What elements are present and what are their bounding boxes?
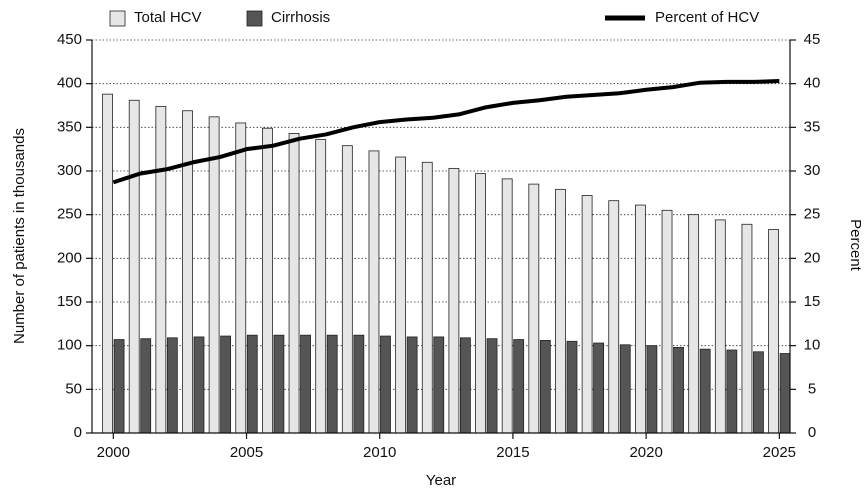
y2-tick-label: 15: [804, 293, 821, 310]
bar: [539, 340, 551, 434]
bar: [486, 338, 498, 434]
x-tick-label: 2015: [496, 444, 529, 461]
bar: [140, 338, 152, 434]
bar: [448, 167, 460, 434]
bar: [182, 110, 193, 434]
x-tick-label: 2000: [97, 444, 130, 461]
y2-tick-label: 45: [804, 31, 821, 48]
x-tick-label: 2020: [629, 444, 662, 461]
bar: [699, 348, 711, 434]
bar: [475, 173, 486, 434]
bar: [315, 139, 327, 434]
bar: [166, 337, 178, 434]
bar: [380, 335, 391, 434]
bar: [326, 334, 338, 434]
bar: [634, 204, 646, 434]
y2-tick-label: 40: [804, 75, 821, 92]
y-tick-label: 250: [57, 206, 82, 223]
bar: [619, 344, 631, 434]
y2-tick-label: 25: [804, 206, 821, 223]
bar: [593, 342, 605, 434]
bar: [768, 229, 779, 434]
bar: [406, 336, 418, 434]
y2-tick-label: 30: [804, 162, 821, 179]
x-tick-label: 2010: [363, 444, 396, 461]
bar: [714, 219, 726, 434]
y-tick-label: 400: [57, 75, 82, 92]
bar: [501, 178, 513, 434]
bar: [673, 347, 684, 434]
bar: [566, 340, 578, 434]
bar: [608, 200, 620, 434]
y-tick-label: 50: [65, 380, 82, 397]
bar: [113, 339, 125, 434]
y-tick-label: 100: [57, 337, 82, 354]
bar: [128, 99, 140, 434]
bar: [193, 336, 205, 434]
bar: [155, 105, 167, 434]
x-axis-label: Year: [426, 472, 456, 489]
bar: [421, 161, 433, 434]
bar: [220, 335, 232, 434]
bar: [235, 122, 247, 434]
bar: [341, 145, 353, 434]
y-tick-label: 350: [57, 118, 82, 135]
bar: [353, 334, 365, 434]
legend-swatch: [246, 10, 263, 27]
x-tick-label: 2005: [230, 444, 263, 461]
x-tick-label: 2025: [763, 444, 796, 461]
y2-axis-label: Percent: [847, 219, 864, 272]
y2-tick-label: 5: [808, 380, 816, 397]
bar: [555, 188, 566, 434]
bar: [395, 156, 407, 434]
bar: [779, 353, 791, 434]
bar: [513, 339, 525, 434]
bar: [273, 334, 285, 434]
bar: [741, 223, 753, 434]
legend-label: Total HCV: [134, 9, 202, 26]
y2-tick-label: 20: [804, 249, 821, 266]
bar: [581, 195, 593, 434]
bar: [368, 150, 380, 434]
bar: [753, 351, 764, 434]
legend-label: Percent of HCV: [655, 9, 759, 26]
y-tick-label: 0: [74, 424, 82, 441]
legend-label: Cirrhosis: [271, 9, 330, 26]
bar: [688, 214, 700, 434]
bar: [102, 93, 113, 434]
bar: [528, 183, 540, 434]
bar: [661, 209, 673, 434]
bar: [288, 133, 300, 434]
line: [112, 79, 780, 185]
bar: [300, 334, 311, 434]
y-tick-label: 300: [57, 162, 82, 179]
legend-swatch: [109, 10, 126, 27]
bar: [433, 336, 445, 434]
bar: [262, 127, 273, 434]
bar: [208, 116, 220, 434]
y-tick-label: 450: [57, 31, 82, 48]
y-axis-label: Number of patients in thousands: [11, 128, 28, 344]
y-tick-label: 200: [57, 249, 82, 266]
bar: [646, 345, 658, 434]
y2-tick-label: 0: [808, 424, 816, 441]
y2-tick-label: 10: [804, 337, 821, 354]
y2-tick-label: 35: [804, 118, 821, 135]
y-tick-label: 150: [57, 293, 82, 310]
bar: [459, 337, 471, 434]
bar: [246, 334, 258, 434]
bar: [726, 349, 738, 434]
